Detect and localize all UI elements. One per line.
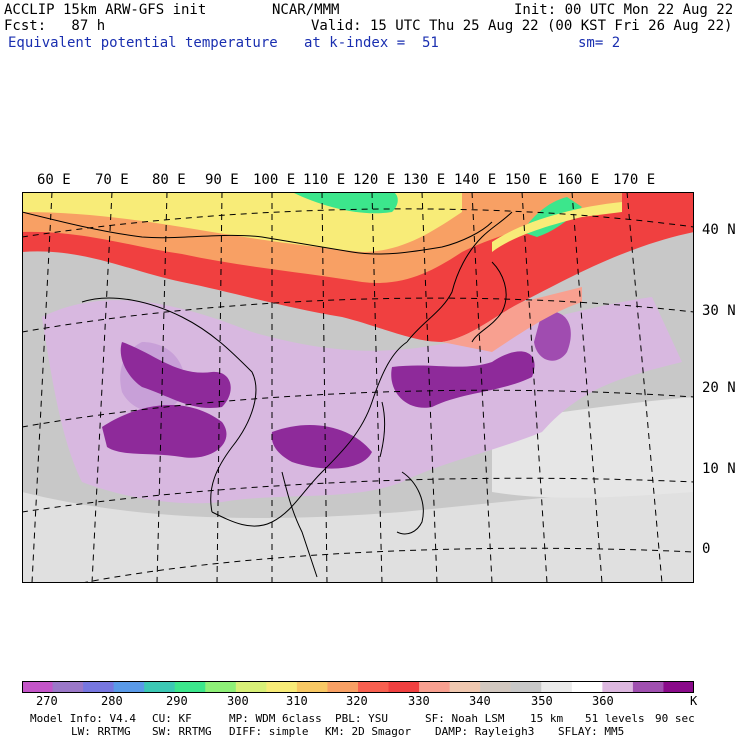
colorbar-tick: 340: [469, 694, 491, 708]
colorbar-tick: 330: [408, 694, 430, 708]
graticule: [22, 192, 694, 583]
colorbar-tick: 290: [166, 694, 188, 708]
lon-label: 170 E: [613, 172, 656, 188]
map-frame: [22, 192, 694, 583]
footer-sflay: SFLAY: MM5: [558, 725, 625, 738]
lon-label: 100 E: [253, 172, 296, 188]
level-label: at k-index = 51: [304, 35, 439, 51]
field-name: Equivalent potential temperature: [8, 35, 278, 51]
purple-patch-east: [534, 311, 571, 361]
footer-resolution: 15 km: [530, 712, 564, 725]
colorbar-swatch: [571, 681, 603, 693]
colorbar-unit: K: [690, 694, 698, 708]
colorbar-swatch: [541, 681, 573, 693]
green-patch-mongolia: [292, 192, 398, 214]
colorbar-frame: [22, 681, 694, 693]
colorbar-swatch: [327, 681, 359, 693]
init-time: Init: 00 UTC Mon 22 Aug 22: [514, 2, 734, 18]
colorbar-swatch: [480, 681, 512, 693]
footer-cu: CU: KF: [152, 712, 192, 725]
colorbar-swatch: [235, 681, 267, 693]
footer-mp: MP: WDM 6class: [229, 712, 322, 725]
colorbar-swatch: [632, 681, 664, 693]
lon-label: 160 E: [557, 172, 600, 188]
plot-title: ACCLIP 15km ARW-GFS init: [4, 2, 207, 18]
footer-model-info: Model Info: V4.4: [30, 712, 136, 725]
coastlines: [22, 211, 513, 578]
footer-diff: DIFF: simple: [229, 725, 309, 738]
footer-levels: 51 levels: [585, 712, 645, 725]
lon-label: 70 E: [95, 172, 129, 188]
colorbar-tick: 350: [531, 694, 553, 708]
footer-damp: DAMP: Rayleigh3: [435, 725, 535, 738]
lon-label: 110 E: [303, 172, 346, 188]
colorbar-swatch: [602, 681, 634, 693]
colorbar-swatch: [419, 681, 451, 693]
purple-plume-philsea: [391, 351, 535, 408]
lon-label: 80 E: [152, 172, 186, 188]
lat-label: 30 N: [702, 303, 736, 319]
colorbar-swatch: [113, 681, 145, 693]
colorbar-swatch: [83, 681, 115, 693]
lon-label: 140 E: [454, 172, 497, 188]
purple-plume-scs: [271, 424, 372, 469]
lat-label: 0: [702, 541, 711, 557]
purple-plume-india: [102, 405, 227, 458]
footer-pbl: PBL: YSU: [335, 712, 388, 725]
colorbar-swatch: [663, 681, 694, 693]
footer-timestep: 90 sec: [655, 712, 695, 725]
purple-plume-himalaya: [120, 342, 231, 408]
footer-lw: LW: RRTMG: [71, 725, 131, 738]
colorbar-swatch: [388, 681, 420, 693]
colorbar-tick: 320: [346, 694, 368, 708]
lon-label: 90 E: [205, 172, 239, 188]
colorbar-tick: 300: [227, 694, 249, 708]
colorbar-swatch: [174, 681, 206, 693]
lat-label: 10 N: [702, 461, 736, 477]
colorbar-swatch: [205, 681, 237, 693]
lon-label: 130 E: [403, 172, 446, 188]
lon-label: 120 E: [353, 172, 396, 188]
colorbar-tick: 360: [592, 694, 614, 708]
colorbar-tick: 270: [36, 694, 58, 708]
colorbar-tick: 280: [101, 694, 123, 708]
colorbar: [22, 681, 694, 693]
colorbar-tick: 310: [286, 694, 308, 708]
colorbar-swatch: [510, 681, 542, 693]
tropical-grey-band: [22, 482, 694, 583]
footer-km: KM: 2D Smagor: [325, 725, 412, 738]
colorbar-swatch: [296, 681, 328, 693]
smoothing-label: sm= 2: [578, 35, 621, 51]
colorbar-swatch: [358, 681, 390, 693]
colorbar-swatch: [22, 681, 54, 693]
lon-label: 150 E: [505, 172, 548, 188]
lat-label: 20 N: [702, 380, 736, 396]
theta-e-map: [22, 192, 694, 583]
org-label: NCAR/MMM: [272, 2, 340, 18]
lon-label: 60 E: [37, 172, 71, 188]
colorbar-swatch: [52, 681, 84, 693]
colorbar-swatch: [144, 681, 176, 693]
yellow-patch-pacific: [492, 202, 622, 252]
valid-time: Valid: 15 UTC Thu 25 Aug 22 (00 KST Fri …: [311, 18, 733, 34]
colorbar-swatch: [449, 681, 481, 693]
colorbar-swatch: [266, 681, 298, 693]
lat-label: 40 N: [702, 222, 736, 238]
footer-sf: SF: Noah LSM: [425, 712, 505, 725]
footer-sw: SW: RRTMG: [152, 725, 212, 738]
forecast-hour: Fcst: 87 h: [4, 18, 106, 34]
